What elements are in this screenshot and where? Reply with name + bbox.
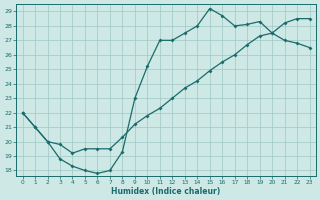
X-axis label: Humidex (Indice chaleur): Humidex (Indice chaleur)	[111, 187, 221, 196]
